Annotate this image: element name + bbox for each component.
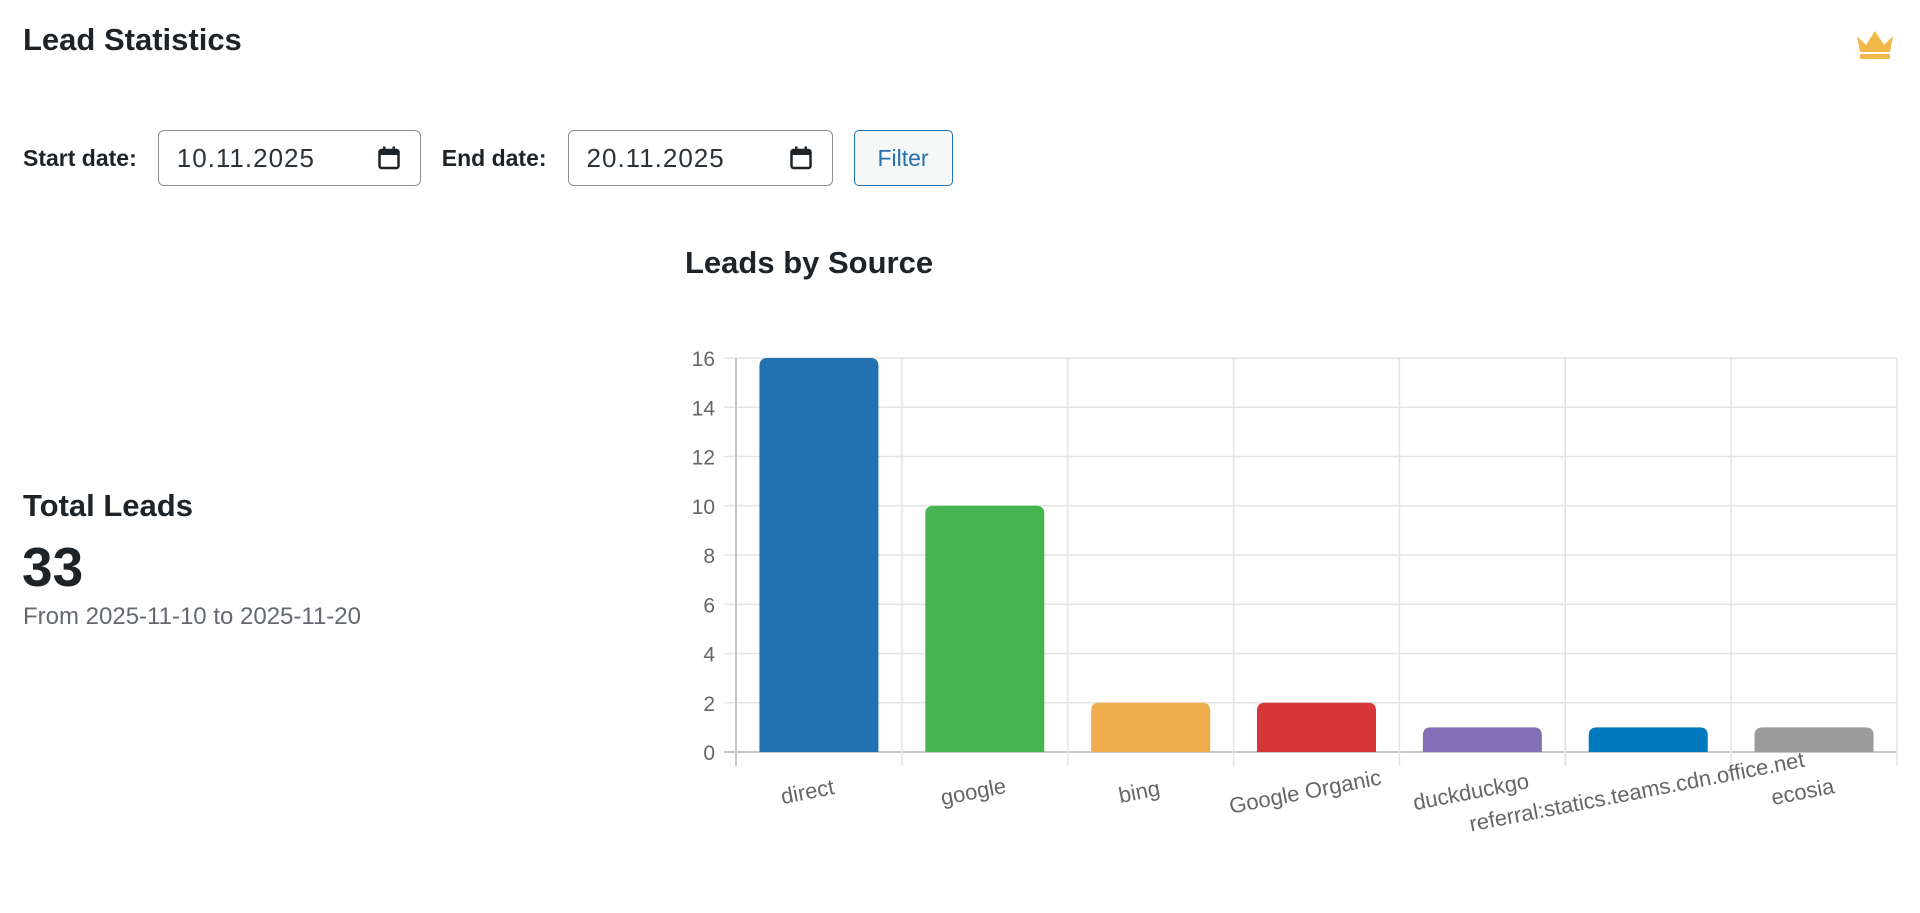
y-tick-label: 10 (692, 496, 715, 519)
y-tick-label: 6 (703, 594, 715, 617)
total-leads-heading: Total Leads (23, 488, 193, 523)
x-tick-label: bing (1116, 775, 1162, 807)
start-date-input[interactable]: 10.11.2025 (157, 130, 421, 186)
x-tick-label: duckduckgo (1411, 768, 1531, 815)
total-leads-range: From 2025-11-10 to 2025-11-20 (23, 603, 361, 630)
page-title: Lead Statistics (23, 22, 242, 57)
bar (1588, 727, 1708, 752)
end-date-value: 20.11.2025 (586, 142, 725, 173)
bar (925, 505, 1045, 752)
total-leads-value: 33 (22, 536, 84, 598)
x-tick-label: referral:statics.teams.cdn.office.net (1467, 747, 1806, 837)
calendar-icon[interactable] (378, 146, 400, 170)
x-tick-label: Google Organic (1227, 765, 1383, 819)
y-tick-label: 12 (692, 447, 715, 470)
end-date-label: End date: (441, 144, 547, 171)
crown-base (1860, 54, 1890, 59)
start-date-label: Start date: (23, 144, 137, 171)
y-tick-label: 0 (703, 742, 715, 765)
crown-shape (1857, 31, 1893, 52)
crown-icon[interactable] (1855, 28, 1895, 60)
y-tick-label: 8 (703, 545, 715, 568)
bar (1422, 727, 1542, 752)
x-tick-label: direct (779, 774, 837, 809)
bar (1091, 702, 1211, 752)
y-tick-label: 16 (692, 348, 715, 371)
start-date-value: 10.11.2025 (176, 142, 315, 173)
calendar-icon[interactable] (789, 146, 812, 170)
end-date-input[interactable]: 20.11.2025 (567, 130, 833, 186)
y-tick-label: 2 (703, 693, 715, 716)
bar (1257, 702, 1376, 752)
date-filter-form: Start date: 10.11.2025 End date: 20.11.2… (23, 130, 953, 186)
chart-title: Leads by Source (685, 245, 934, 280)
y-tick-label: 14 (692, 397, 716, 420)
bar (1754, 727, 1874, 752)
y-tick-label: 4 (703, 644, 715, 667)
x-tick-label: ecosia (1769, 773, 1837, 810)
x-tick-label: google (939, 773, 1009, 810)
filter-button[interactable]: Filter (853, 130, 953, 186)
bar (759, 358, 879, 752)
